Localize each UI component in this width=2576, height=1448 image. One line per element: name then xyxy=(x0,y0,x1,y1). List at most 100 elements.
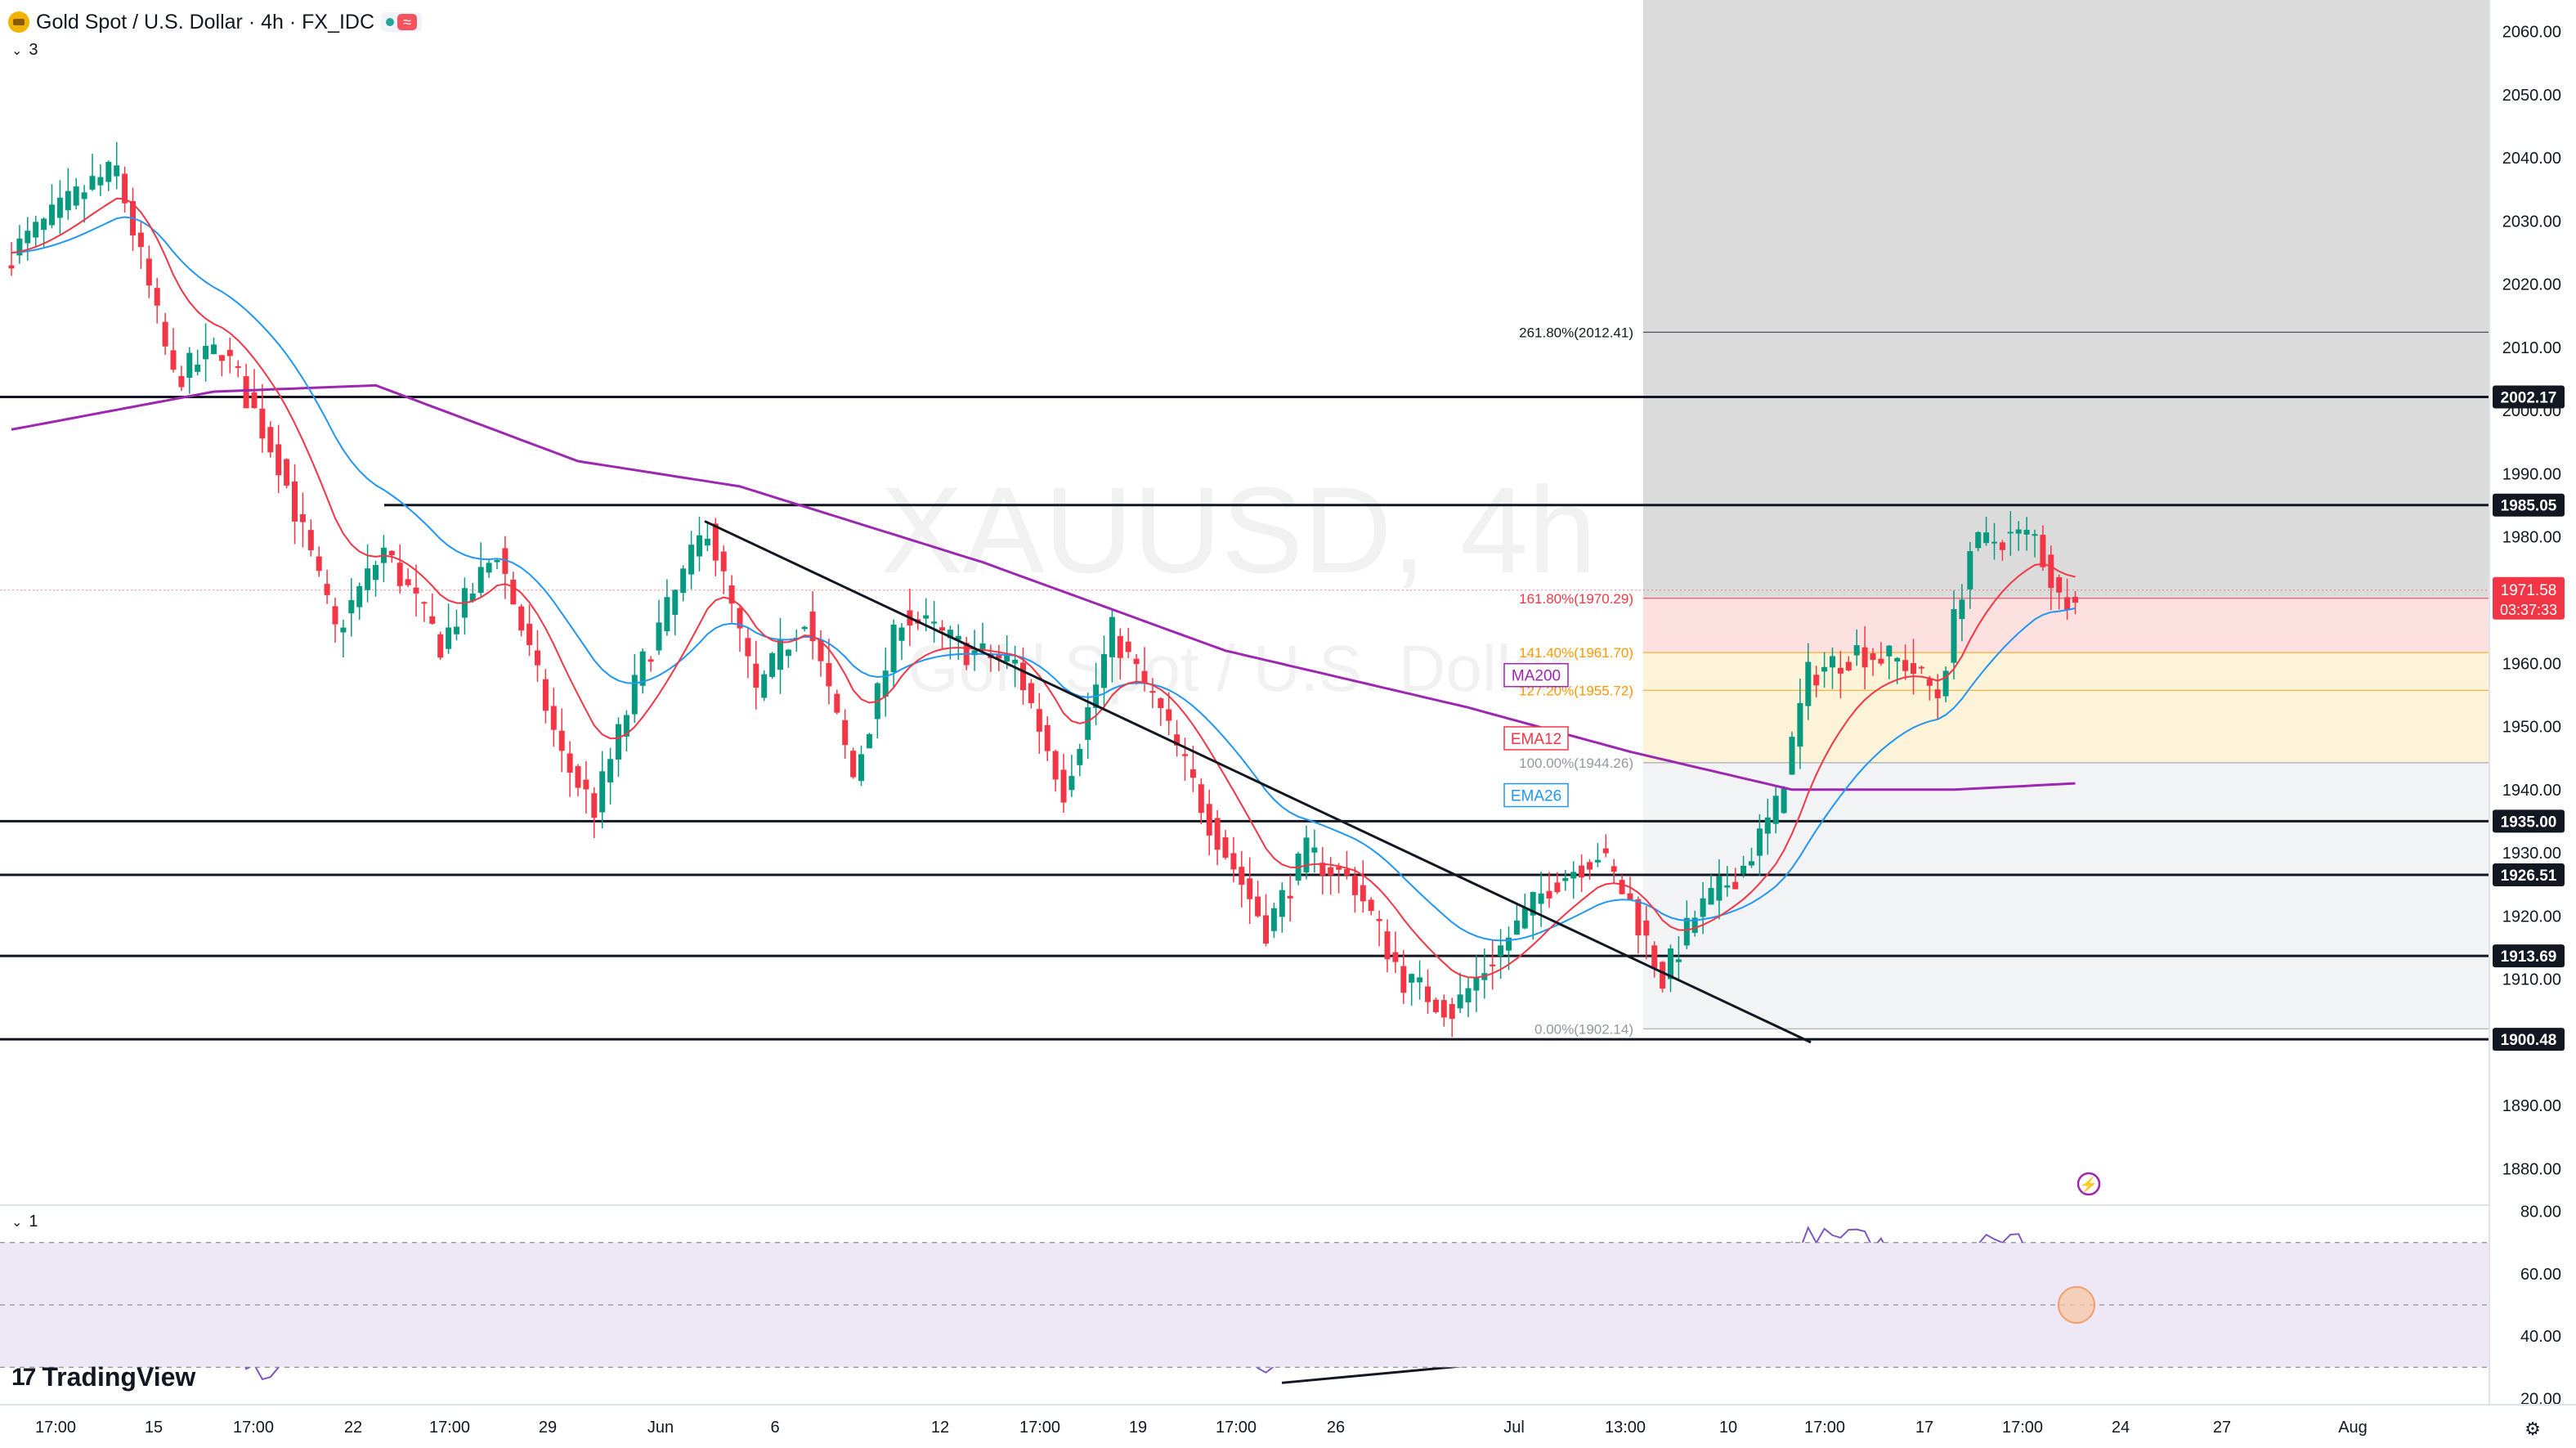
candle-body xyxy=(178,375,185,388)
candle-body xyxy=(186,352,193,379)
candle-body xyxy=(1368,899,1374,912)
candle-body xyxy=(356,585,363,607)
candle-body xyxy=(672,590,679,615)
candle-body xyxy=(1627,893,1633,900)
candle-body xyxy=(1911,663,1916,675)
settings-gear-icon[interactable]: ⚙ xyxy=(2524,1419,2541,1439)
candle-body xyxy=(1724,885,1731,888)
candle-body xyxy=(1392,952,1399,962)
candle-body xyxy=(454,626,459,634)
candle-body xyxy=(1781,788,1787,814)
candle-body xyxy=(826,663,832,687)
candle-body xyxy=(162,321,168,347)
indicator-label: MA200 xyxy=(1512,668,1561,685)
time-tick-label: 17:00 xyxy=(1216,1419,1257,1437)
candle-body xyxy=(866,733,872,749)
tradingview-logo[interactable]: 17 TradingView xyxy=(11,1362,195,1392)
candle-body xyxy=(1028,683,1034,704)
candle-body xyxy=(1060,769,1067,803)
time-axis-background xyxy=(0,1405,2576,1448)
candle-body xyxy=(777,639,783,670)
countdown-label: 03:37:33 xyxy=(2500,602,2557,618)
candle-body xyxy=(1457,994,1463,1009)
candle-body xyxy=(292,481,298,522)
candle-body xyxy=(1141,670,1148,684)
candle-body xyxy=(542,679,549,711)
candle-body xyxy=(1400,966,1407,993)
candle-body xyxy=(486,563,492,573)
candle-body xyxy=(1279,890,1285,917)
candle-body xyxy=(850,751,857,778)
level-price-tag xyxy=(2493,493,2565,517)
candle-body xyxy=(73,186,79,206)
market-open-icon xyxy=(386,18,395,26)
time-tick-label: 17 xyxy=(1915,1419,1933,1437)
level-price-tag xyxy=(2493,1028,2565,1051)
tradingview-logo-icon: 17 xyxy=(11,1363,36,1391)
candle-body xyxy=(1651,945,1658,969)
candle-body xyxy=(712,523,719,561)
rsi-pane-toggle[interactable]: ⌄ 1 xyxy=(11,1213,38,1231)
candle-body xyxy=(1117,635,1123,658)
time-tick-label: 22 xyxy=(344,1419,362,1437)
candle-body xyxy=(1513,920,1520,935)
candle-body xyxy=(769,652,776,677)
candle-body xyxy=(1546,890,1552,899)
candle-body xyxy=(218,355,225,361)
candle-body xyxy=(446,627,452,649)
alert-bolt-glyph: ⚡ xyxy=(2080,1176,2098,1194)
candle-body xyxy=(607,759,614,782)
candle-body xyxy=(137,232,144,248)
candle-body xyxy=(56,197,63,218)
candle-body xyxy=(1004,654,1010,662)
indicators-toggle[interactable]: ⌄ 3 xyxy=(11,41,38,60)
candle-body xyxy=(154,288,160,306)
candle-body xyxy=(890,624,897,673)
rsi-tick-label: 20.00 xyxy=(2520,1390,2561,1408)
logo-text: TradingView xyxy=(42,1362,196,1392)
candle-body xyxy=(947,630,953,639)
candle-body xyxy=(405,579,411,585)
candle-body xyxy=(558,730,565,751)
candle-body xyxy=(1797,702,1803,747)
candle-body xyxy=(8,265,15,269)
candle-body xyxy=(2023,529,2030,535)
level-price-label: 2002.17 xyxy=(2501,389,2557,406)
candle-body xyxy=(1052,751,1059,780)
candle-body xyxy=(203,345,209,360)
time-tick-label: 15 xyxy=(145,1419,163,1437)
candle-body xyxy=(1959,599,1965,620)
candle-body xyxy=(494,559,500,563)
time-tick-label: Jul xyxy=(1503,1419,1525,1437)
candle-body xyxy=(753,663,759,688)
candle-body xyxy=(1311,847,1318,853)
candle-body xyxy=(1926,679,1933,686)
candle-body xyxy=(2056,576,2063,593)
candle-body xyxy=(1465,988,1472,1002)
candle-body xyxy=(1878,658,1884,664)
candle-body xyxy=(105,161,112,182)
candle-body xyxy=(195,364,201,372)
ma200-line xyxy=(11,383,2076,791)
candle-body xyxy=(1870,653,1876,661)
symbol-title[interactable]: Gold Spot / U.S. Dollar · 4h · FX_IDC xyxy=(36,10,375,34)
candle-body xyxy=(882,670,889,697)
candle-body xyxy=(33,222,39,238)
market-status-badge[interactable]: ≈ xyxy=(381,12,423,32)
candle-body xyxy=(761,674,768,698)
candle-body xyxy=(2048,554,2054,589)
price-tick-label: 1880.00 xyxy=(2502,1160,2561,1178)
candle-body xyxy=(122,173,128,204)
candle-body xyxy=(1239,867,1245,885)
candle-body xyxy=(1772,796,1779,824)
candle-body xyxy=(526,623,533,645)
candle-body xyxy=(1975,531,1982,549)
candle-body xyxy=(251,392,258,409)
rsi-tick-label: 60.00 xyxy=(2520,1266,2561,1284)
candle-body xyxy=(1376,918,1382,921)
candle-body xyxy=(146,258,152,286)
candle-body xyxy=(1530,891,1536,916)
candle-body xyxy=(1934,689,1941,698)
